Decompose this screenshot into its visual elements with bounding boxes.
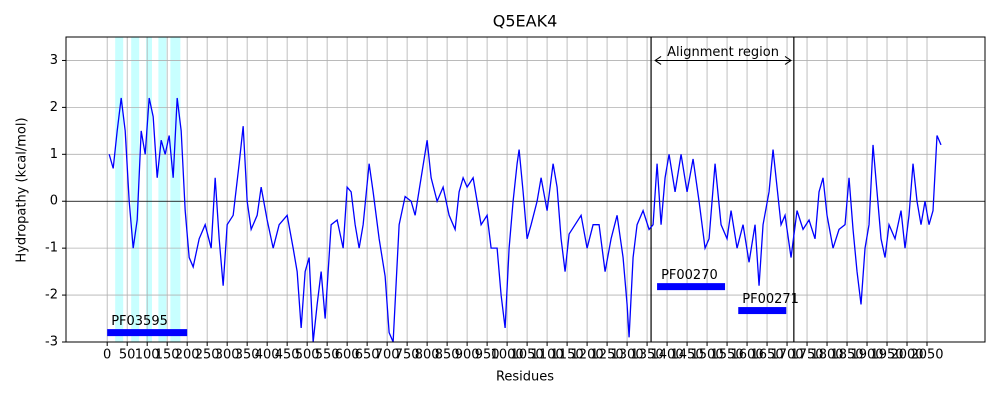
- highlight-span: [170, 37, 181, 342]
- x-tick-label: 700: [375, 348, 400, 363]
- x-tick-label: 1300: [611, 348, 644, 363]
- x-tick-label: 800: [415, 348, 440, 363]
- x-tick-label: 1250: [591, 348, 624, 363]
- x-tick-label: 600: [335, 348, 360, 363]
- hydropathy-line: [108, 97, 942, 343]
- x-tick-label: 1850: [830, 348, 863, 363]
- region-label: Alignment region: [667, 45, 779, 60]
- y-tick-label: -2: [45, 288, 58, 303]
- x-tick-label: 200: [175, 348, 200, 363]
- domain-bar: [107, 329, 188, 337]
- chart-title: Q5EAK4: [493, 12, 558, 31]
- x-tick-label: 1550: [711, 348, 744, 363]
- x-tick-label: 1750: [790, 348, 823, 363]
- x-tick-label: 500: [295, 348, 320, 363]
- x-tick-label: 1400: [651, 348, 684, 363]
- y-axis-label: Hydropathy (kcal/mol): [15, 117, 30, 262]
- x-tick-label: 2000: [890, 348, 923, 363]
- domain-bar: [738, 307, 787, 315]
- x-tick-label: 1950: [870, 348, 903, 363]
- domain-label: PF03595: [111, 314, 168, 329]
- x-tick-label: 250: [195, 348, 220, 363]
- x-tick-label: 400: [255, 348, 280, 363]
- domain-bar: [657, 283, 726, 291]
- x-tick-label: 1000: [491, 348, 524, 363]
- x-tick-label: 1600: [731, 348, 764, 363]
- x-tick-label: 50: [119, 348, 136, 363]
- y-tick-label: 0: [50, 194, 58, 209]
- highlight-span: [158, 37, 167, 342]
- arrow-head: [784, 56, 792, 65]
- x-tick-label: 0: [103, 348, 111, 363]
- x-tick-label: 750: [395, 348, 420, 363]
- x-tick-label: 350: [235, 348, 260, 363]
- x-tick-label: 1350: [631, 348, 664, 363]
- x-tick-label: 1500: [691, 348, 724, 363]
- x-tick-label: 2050: [910, 348, 943, 363]
- x-tick-label: 450: [275, 348, 300, 363]
- y-tick-label: -1: [45, 241, 58, 256]
- x-tick-label: 1800: [810, 348, 843, 363]
- domain-label: PF00271: [742, 292, 799, 307]
- domain-label: PF00270: [661, 268, 718, 283]
- y-tick-label: 2: [50, 100, 58, 115]
- x-tick-label: 850: [435, 348, 460, 363]
- highlight-span: [115, 37, 124, 342]
- highlight-span: [145, 37, 152, 342]
- x-tick-label: 1450: [671, 348, 704, 363]
- x-tick-label: 650: [355, 348, 380, 363]
- arrow-head: [654, 56, 662, 65]
- x-tick-label: 1900: [850, 348, 883, 363]
- y-tick-label: -3: [45, 335, 58, 350]
- x-tick-label: 900: [455, 348, 480, 363]
- x-tick-label: 300: [215, 348, 240, 363]
- x-tick-label: 550: [315, 348, 340, 363]
- highlight-span: [131, 37, 140, 342]
- x-tick-label: 1050: [511, 348, 544, 363]
- plot-frame: [65, 36, 986, 343]
- x-tick-label: 1150: [551, 348, 584, 363]
- x-tick-label: 150: [155, 348, 180, 363]
- x-tick-label: 1650: [751, 348, 784, 363]
- y-tick-label: 1: [50, 147, 58, 162]
- x-tick-label: 1100: [531, 348, 564, 363]
- x-tick-label: 950: [475, 348, 500, 363]
- x-tick-label: 100: [135, 348, 160, 363]
- x-tick-label: 1200: [571, 348, 604, 363]
- y-tick-label: 3: [50, 53, 58, 68]
- x-tick-label: 1700: [770, 348, 803, 363]
- x-axis-label: Residues: [496, 370, 554, 385]
